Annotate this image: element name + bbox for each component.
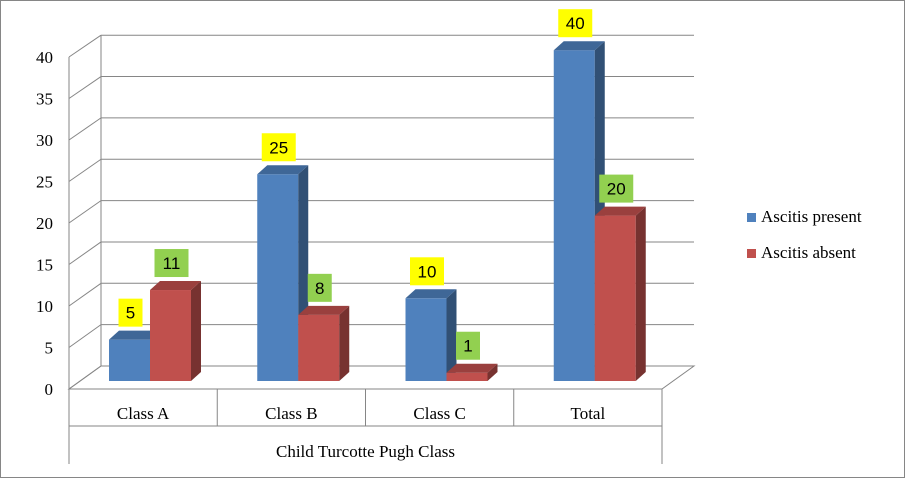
bar-front <box>594 215 636 381</box>
legend-swatch <box>747 213 756 222</box>
bar-top <box>109 330 160 340</box>
data-label-box <box>558 9 593 38</box>
y-tick-label: 40 <box>36 48 53 67</box>
bar-front <box>257 174 299 381</box>
bar-top <box>150 281 201 291</box>
bar-front <box>298 314 340 381</box>
side-gridline <box>68 34 102 58</box>
data-label: 11 <box>163 254 181 273</box>
data-label-box <box>261 133 296 162</box>
y-tick-label: 25 <box>36 173 53 192</box>
data-label: 25 <box>269 138 288 157</box>
bar-side <box>635 206 646 381</box>
data-label-box <box>307 273 332 302</box>
bar-front <box>553 50 595 381</box>
y-tick-label: 35 <box>36 90 53 109</box>
bar-front <box>109 339 150 381</box>
bar-top <box>298 305 350 315</box>
data-label: 5 <box>126 304 135 323</box>
bar-side <box>446 289 457 381</box>
bar-front <box>405 298 447 381</box>
x-axis-title: Child Turcotte Pugh Class <box>276 442 455 461</box>
y-tick-label: 20 <box>36 214 53 233</box>
data-label-box <box>410 257 444 286</box>
data-label: 10 <box>418 262 437 281</box>
bar-side <box>191 281 201 381</box>
data-label: 8 <box>315 279 324 298</box>
bar-side <box>487 363 498 381</box>
bar-top <box>446 363 498 373</box>
side-gridline <box>68 241 102 265</box>
data-label-box <box>456 331 480 360</box>
side-gridline <box>68 158 102 182</box>
y-tick-label: 0 <box>45 380 54 399</box>
chart-floor <box>67 365 696 390</box>
x-category-label: Class A <box>117 404 170 423</box>
bar-side <box>339 305 350 381</box>
data-label-box <box>154 249 189 278</box>
side-gridline <box>68 324 102 348</box>
data-label: 40 <box>566 14 585 33</box>
data-label-box <box>118 298 143 327</box>
y-tick-label: 10 <box>36 297 53 316</box>
y-tick-label: 5 <box>45 339 54 358</box>
bar-top <box>594 206 646 216</box>
data-label-box <box>599 174 634 203</box>
y-tick-label: 15 <box>36 256 53 275</box>
legend-label: Ascitis absent <box>761 243 856 262</box>
side-gridline <box>68 76 102 99</box>
bar-front <box>446 372 488 381</box>
legend-label: Ascitis present <box>761 207 862 226</box>
y-tick-label: 30 <box>36 131 53 150</box>
x-category-label: Class B <box>265 404 317 423</box>
bar-top <box>257 165 309 175</box>
bar-front <box>150 290 191 381</box>
data-label: 20 <box>607 180 626 199</box>
side-gridline <box>68 282 102 307</box>
x-category-label: Class C <box>413 404 465 423</box>
side-gridline <box>68 117 102 141</box>
side-gridline <box>68 200 102 224</box>
legend-swatch <box>747 249 756 258</box>
bar-top <box>553 41 605 51</box>
data-label: 1 <box>463 337 472 356</box>
bar-top <box>405 289 457 299</box>
x-category-label: Total <box>571 404 606 423</box>
